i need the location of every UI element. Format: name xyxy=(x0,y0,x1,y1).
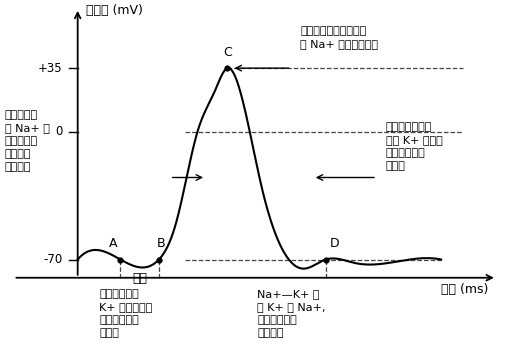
Text: 膜电位 (mV): 膜电位 (mV) xyxy=(86,4,143,17)
Text: 静息电位，与
K+ 外流有关，
不耗能，为协
助扩散: 静息电位，与 K+ 外流有关， 不耗能，为协 助扩散 xyxy=(99,289,152,338)
Text: 0: 0 xyxy=(55,126,63,139)
Text: +35: +35 xyxy=(38,62,63,75)
Text: D: D xyxy=(329,237,338,250)
Text: 该点高低与神经纤维膜
外 Na+ 浓度呈正相关: 该点高低与神经纤维膜 外 Na+ 浓度呈正相关 xyxy=(299,25,377,49)
Text: -70: -70 xyxy=(43,253,63,266)
Text: A: A xyxy=(108,237,117,250)
Text: 时间 (ms): 时间 (ms) xyxy=(440,283,487,296)
Text: 动作电位，
与 Na+ 内
流有关，不
耗能，为
协助扩散: 动作电位， 与 Na+ 内 流有关，不 耗能，为 协助扩散 xyxy=(5,110,50,173)
Text: 恢复静息电位，
此时 K+ 外流，
不耗能，为协
助扩散: 恢复静息电位， 此时 K+ 外流， 不耗能，为协 助扩散 xyxy=(385,122,441,171)
Text: 刺激: 刺激 xyxy=(132,272,147,285)
Text: B: B xyxy=(157,237,165,250)
Text: C: C xyxy=(223,46,231,59)
Text: Na+—K+ 泵
吸 K+ 排 Na+,
消耗能量，为
主动运输: Na+—K+ 泵 吸 K+ 排 Na+, 消耗能量，为 主动运输 xyxy=(257,289,325,338)
